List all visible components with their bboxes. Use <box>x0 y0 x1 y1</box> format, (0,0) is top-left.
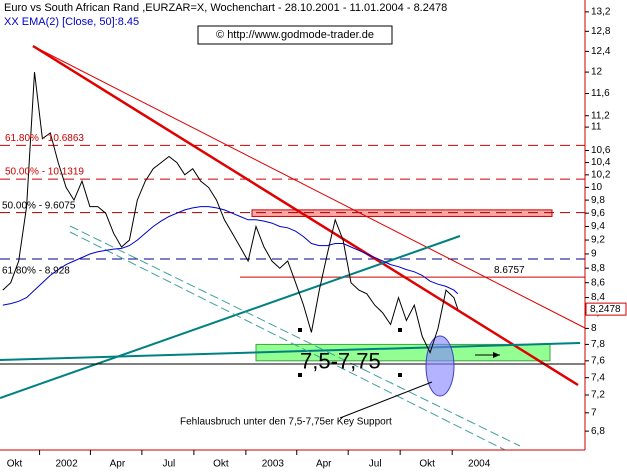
level-label: 61.80% - 10.6863 <box>5 133 84 144</box>
y-tick-label: 11,2 <box>591 110 610 121</box>
marker <box>398 328 402 332</box>
y-tick-label: 8 <box>591 323 597 334</box>
y-tick-label: 8,8 <box>591 263 605 274</box>
y-tick-label: 10,2 <box>591 169 611 180</box>
x-tick-label: Apr <box>316 459 332 470</box>
zone <box>251 209 553 217</box>
x-tick-label: Okt <box>419 459 435 470</box>
series-label: XX EMA(2) [Close, 50]:8.45 <box>4 16 139 28</box>
annotation-pointer <box>339 381 433 419</box>
y-tick-label: 12 <box>591 67 603 78</box>
y-tick-label: 6,8 <box>591 426 605 437</box>
y-tick-label: 12,8 <box>591 26 611 37</box>
zone-label: 7,5-7,75 <box>300 349 381 374</box>
x-tick-label: 2002 <box>55 459 78 470</box>
last-value-label: 8,2478 <box>590 304 621 315</box>
y-tick-label: 7,4 <box>591 372 605 383</box>
y-tick-label: 9,8 <box>591 195 605 206</box>
marker <box>398 373 402 377</box>
trendline <box>0 342 581 361</box>
highlight-ellipse <box>425 335 455 397</box>
x-tick-label: Okt <box>7 459 23 470</box>
y-tick-label: 9 <box>591 249 597 260</box>
x-tick-label: Jul <box>162 459 175 470</box>
y-tick-label: 9,4 <box>591 221 605 232</box>
level-label: 61.80% - 8.928 <box>2 266 70 277</box>
level-label: 50.00% - 9.6075 <box>2 200 76 211</box>
trendline <box>32 44 579 387</box>
channel-line <box>69 231 506 451</box>
series-label: Euro vs South African Rand ,EURZAR=X, Wo… <box>4 2 447 14</box>
y-tick-label: 10 <box>591 182 603 193</box>
y-tick-label: 11,6 <box>591 88 610 99</box>
y-tick-label: 10,4 <box>591 157 611 168</box>
channel-line <box>69 225 521 447</box>
trendline <box>0 235 461 399</box>
x-tick-label: Jul <box>369 459 382 470</box>
level-label: 50.00% - 10.1319 <box>5 167 84 178</box>
source-box <box>197 25 393 45</box>
y-tick-label: 7 <box>591 407 597 418</box>
y-tick-label: 7,6 <box>591 355 605 366</box>
y-tick-label: 11 <box>591 122 602 133</box>
annotation: Fehlausbruch unter den 7,5-7,75er Key Su… <box>180 417 392 428</box>
source: © http://www.godmode-trader.de <box>216 29 374 41</box>
series-line <box>2 72 459 354</box>
series-line <box>2 206 459 306</box>
y-tick-label: 12,4 <box>591 46 611 57</box>
x-tick-label: 2004 <box>468 459 491 470</box>
x-tick-label: Apr <box>110 459 126 470</box>
y-tick-label: 13,2 <box>591 7 611 18</box>
resistance-label: 8.6757 <box>494 265 525 276</box>
marker <box>298 328 302 332</box>
y-tick-label: 9,2 <box>591 235 605 246</box>
y-tick-label: 9,6 <box>591 208 605 219</box>
arrow-head <box>493 352 500 358</box>
drawings <box>0 44 586 451</box>
x-tick-label: Okt <box>213 459 229 470</box>
y-tick-label: 7,2 <box>591 390 605 401</box>
y-tick-label: 8,4 <box>591 292 605 303</box>
y-tick-label: 8,6 <box>591 277 605 288</box>
x-tick-label: 2003 <box>262 459 285 470</box>
y-tick-label: 7,8 <box>591 339 605 350</box>
trendline <box>32 45 586 329</box>
last-value-box <box>585 302 627 316</box>
y-tick-label: 10,6 <box>591 145 611 156</box>
marker <box>298 373 302 377</box>
